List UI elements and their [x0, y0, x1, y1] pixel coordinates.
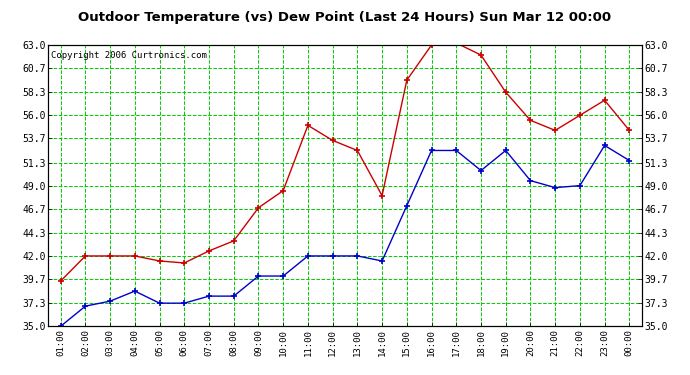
Text: Copyright 2006 Curtronics.com: Copyright 2006 Curtronics.com — [51, 51, 207, 60]
Text: Outdoor Temperature (vs) Dew Point (Last 24 Hours) Sun Mar 12 00:00: Outdoor Temperature (vs) Dew Point (Last… — [79, 11, 611, 24]
